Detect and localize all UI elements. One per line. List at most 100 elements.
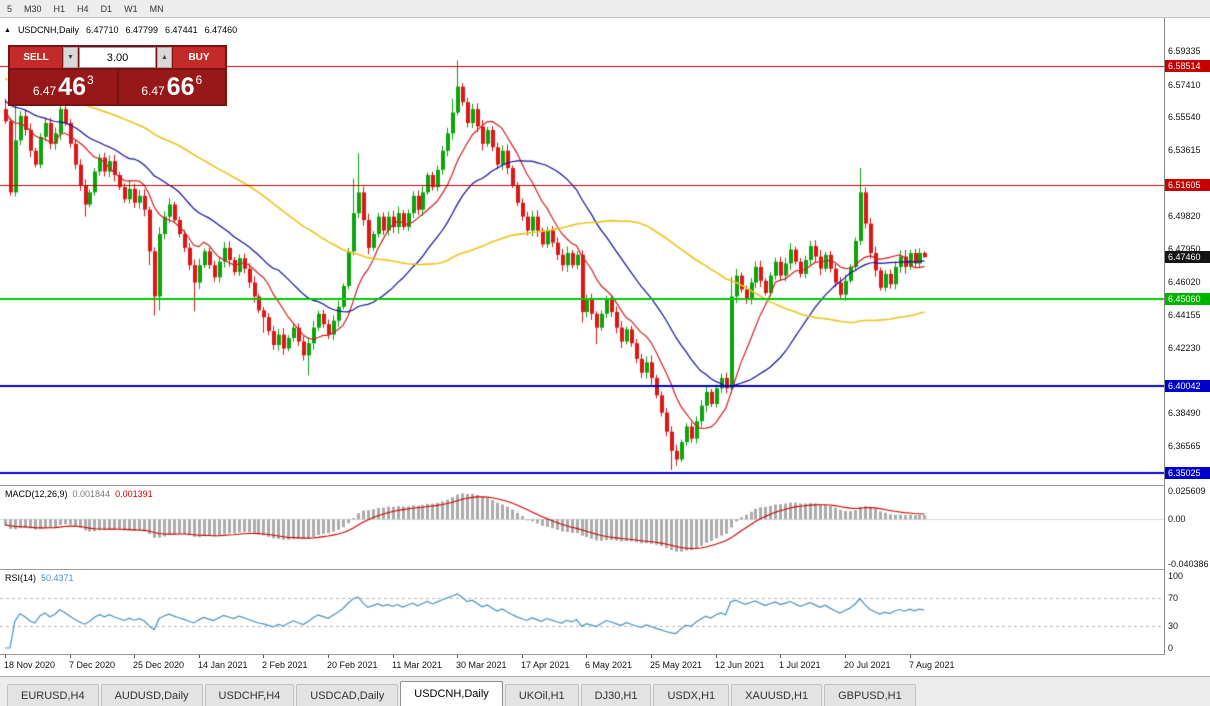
date-axis-label: 17 Apr 2021 <box>521 660 570 670</box>
buy-price-display[interactable]: 6.47 66 6 <box>118 70 225 104</box>
tab-usdcnh-daily[interactable]: USDCNH,Daily <box>400 681 503 706</box>
rsi-axis-label: 0 <box>1168 643 1174 653</box>
date-axis-tick <box>651 655 652 658</box>
date-axis-separator <box>0 654 1164 655</box>
price-axis-badge: 6.35025 <box>1165 466 1210 479</box>
macd-indicator-label: MACD(12,26,9) 0.001844 0.001391 <box>5 489 153 499</box>
date-axis-tick <box>522 655 523 658</box>
price-axis[interactable]: 6.59335 6.57410 6.55540 6.53615 6.49820 6.479… <box>1164 18 1210 655</box>
price-axis-tick: 6.49820 <box>1168 211 1201 222</box>
macd-axis-label: -0.040386 <box>1168 559 1209 569</box>
macd-name: MACD(12,26,9) <box>5 489 68 499</box>
rsi-canvas[interactable] <box>0 570 1164 654</box>
price-axis-tick: 6.42230 <box>1168 342 1201 353</box>
buy-price-pips: 66 <box>166 72 195 101</box>
date-axis-label: 30 Mar 2021 <box>456 660 507 670</box>
timeframe-toolbar: 5 M30 H1 H4 D1 W1 MN <box>0 0 1210 18</box>
price-axis-tick: 6.46020 <box>1168 277 1201 288</box>
volume-input[interactable] <box>79 47 156 68</box>
rsi-axis-label: 100 <box>1168 571 1184 581</box>
timeframe-button-w1[interactable]: W1 <box>124 3 138 14</box>
date-axis-tick <box>328 655 329 658</box>
macd-signal-value: 0.001391 <box>115 489 153 499</box>
symbol-info-bar: ▲ USDCNH,Daily 6.47710 6.47799 6.47441 6… <box>4 25 237 35</box>
tab-xauusd-h1[interactable]: XAUUSD,H1 <box>731 684 823 706</box>
date-axis[interactable]: 18 Nov 2020 7 Dec 2020 25 Dec 2020 14 Jan 2… <box>0 655 1164 676</box>
symbol-title: USDCNH,Daily <box>17 25 79 35</box>
date-axis-label: 12 Jun 2021 <box>715 660 765 670</box>
date-axis-label: 25 Dec 2020 <box>133 660 185 670</box>
rsi-value: 50.4371 <box>41 573 74 583</box>
date-axis-label: 11 Mar 2021 <box>392 660 442 670</box>
date-axis-label: 7 Dec 2020 <box>69 660 116 670</box>
date-axis-tick <box>586 655 587 658</box>
timeframe-button-d1[interactable]: D1 <box>100 3 113 14</box>
date-axis-tick <box>199 655 200 658</box>
price-axis-tick: 6.59335 <box>1168 46 1201 57</box>
date-axis-tick <box>393 655 394 658</box>
sell-price-point: 3 <box>86 73 94 87</box>
price-axis-badge: 6.45060 <box>1165 292 1210 305</box>
tab-gbpusd-h1[interactable]: GBPUSD,H1 <box>824 684 916 706</box>
date-axis-label: 6 May 2021 <box>585 660 633 670</box>
sell-button[interactable]: SELL <box>10 47 62 68</box>
macd-panel-separator <box>0 485 1164 486</box>
date-axis-label: 2 Feb 2021 <box>262 660 308 670</box>
macd-main-value: 0.001844 <box>72 489 111 499</box>
date-axis-tick <box>5 655 6 658</box>
date-axis-label: 18 Nov 2020 <box>4 660 56 670</box>
price-axis-tick: 6.55540 <box>1168 112 1201 123</box>
date-axis-label: 25 May 2021 <box>650 660 703 670</box>
price-axis-badge: 6.47460 <box>1165 251 1210 264</box>
timeframe-button-5[interactable]: 5 <box>7 3 13 14</box>
timeframe-button-h1[interactable]: H1 <box>53 3 66 14</box>
date-axis-label: 20 Feb 2021 <box>327 660 378 670</box>
tab-usdcad-daily[interactable]: USDCAD,Daily <box>296 684 399 706</box>
bar-low-value: 6.47441 <box>165 25 198 35</box>
macd-axis-label: 0.00 <box>1168 514 1186 525</box>
tab-audusd-daily[interactable]: AUDUSD,Daily <box>100 684 203 706</box>
bar-open-value: 6.47710 <box>85 25 119 35</box>
tab-usdchf-h4[interactable]: USDCHF,H4 <box>204 684 295 706</box>
price-axis-tick: 6.44155 <box>1168 309 1201 320</box>
date-axis-tick <box>457 655 458 658</box>
price-axis-tick: 6.38490 <box>1168 407 1201 418</box>
rsi-axis-label: 70 <box>1168 592 1179 603</box>
rsi-axis-label: 30 <box>1168 621 1179 632</box>
macd-axis-label: 0.025609 <box>1168 486 1206 496</box>
date-axis-tick <box>263 655 264 658</box>
volume-decrease-button[interactable]: ▼ <box>63 47 78 68</box>
date-axis-tick <box>845 655 846 658</box>
price-axis-tick: 6.53615 <box>1168 145 1201 156</box>
date-axis-label: 20 Jul 2021 <box>844 660 891 670</box>
buy-price-prefix: 6.47 <box>141 84 165 98</box>
macd-canvas[interactable] <box>0 486 1164 569</box>
buy-price-point: 6 <box>195 73 203 87</box>
chart-collapse-icon[interactable]: ▲ <box>4 26 11 34</box>
timeframe-button-mn[interactable]: MN <box>149 3 164 14</box>
date-axis-tick <box>780 655 781 658</box>
timeframe-button-m30[interactable]: M30 <box>24 3 42 14</box>
bar-close-value: 6.47460 <box>204 25 238 35</box>
sell-price-prefix: 6.47 <box>32 84 57 98</box>
buy-button[interactable]: BUY <box>173 47 225 68</box>
price-axis-badge: 6.51605 <box>1165 179 1210 192</box>
sell-price-display[interactable]: 6.47 46 3 <box>10 70 117 104</box>
date-axis-label: 1 Jul 2021 <box>779 660 821 670</box>
tab-eurusd-h4[interactable]: EURUSD,H4 <box>7 684 99 706</box>
date-axis-label: 14 Jan 2021 <box>198 660 248 670</box>
tab-ukoil-h1[interactable]: UKOil,H1 <box>504 684 579 706</box>
date-axis-tick <box>70 655 71 658</box>
price-axis-badge: 6.40042 <box>1165 379 1210 392</box>
date-axis-label: 7 Aug 2021 <box>909 660 955 670</box>
timeframe-button-h4[interactable]: H4 <box>77 3 89 14</box>
bar-high-value: 6.47799 <box>125 25 159 35</box>
tab-usdx-h1[interactable]: USDX,H1 <box>653 684 730 706</box>
rsi-name: RSI(14) <box>5 573 37 583</box>
rsi-indicator-label: RSI(14) 50.4371 <box>5 573 74 583</box>
date-axis-tick <box>134 655 135 658</box>
tab-dj30-h1[interactable]: DJ30,H1 <box>580 684 652 706</box>
volume-increase-button[interactable]: ▲ <box>157 47 172 68</box>
price-axis-tick: 6.47950 <box>1168 243 1201 254</box>
